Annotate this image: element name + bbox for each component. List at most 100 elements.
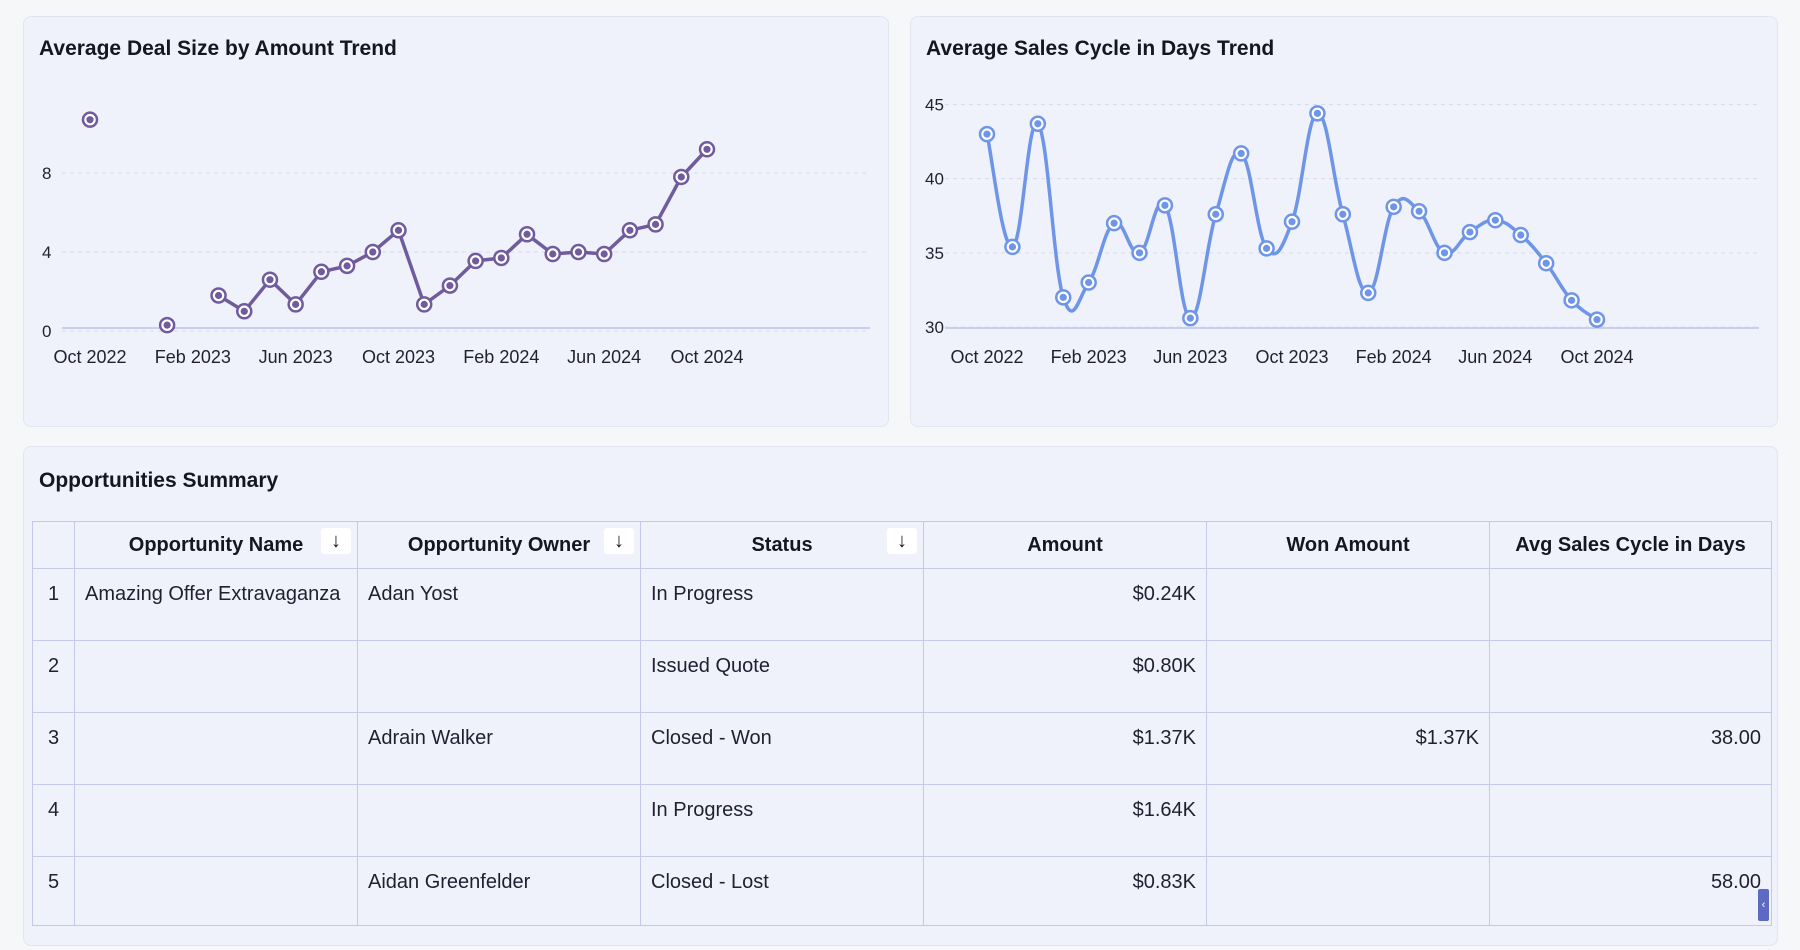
cell-status: In Progress xyxy=(640,784,924,857)
table-row: 1 Amazing Offer Extravaganza Adan Yost I… xyxy=(32,568,1772,641)
cell-opportunity-name xyxy=(74,784,358,857)
data-point-center xyxy=(240,307,248,315)
x-tick-label: Feb 2023 xyxy=(1051,347,1127,367)
header-avg-sales-cycle[interactable]: Avg Sales Cycle in Days xyxy=(1489,521,1772,569)
row-number-header xyxy=(32,521,75,569)
cell-owner xyxy=(357,640,641,713)
table-row: 3 Adrain Walker Closed - Won $1.37K $1.3… xyxy=(32,712,1772,785)
row-number: 5 xyxy=(32,856,75,926)
data-point-center xyxy=(317,268,325,276)
data-point-center xyxy=(1390,203,1398,211)
x-tick-label: Oct 2023 xyxy=(362,347,435,367)
data-point-center xyxy=(1085,278,1093,287)
data-point-center xyxy=(1008,243,1017,251)
data-point-center xyxy=(677,173,685,181)
data-point-center xyxy=(86,116,94,124)
cell-status: In Progress xyxy=(640,568,924,641)
data-point-center xyxy=(163,321,171,329)
y-tick-label: 30 xyxy=(925,318,944,337)
data-point-center xyxy=(1135,249,1144,257)
data-point-center xyxy=(343,262,351,270)
data-point-center xyxy=(1440,249,1449,257)
data-point-center xyxy=(446,282,454,290)
header-label: Opportunity Name xyxy=(128,533,304,556)
cell-opportunity-name xyxy=(74,856,358,926)
data-point-center xyxy=(1364,289,1372,297)
sales-cycle-chart-title: Average Sales Cycle in Days Trend xyxy=(926,37,1275,60)
x-tick-label: Oct 2023 xyxy=(1255,347,1328,367)
data-point-center xyxy=(983,130,991,138)
data-point-center xyxy=(1059,293,1067,301)
opportunities-summary-panel: Opportunities Summary Opportunity Name ↓… xyxy=(23,446,1778,946)
data-point-center xyxy=(626,226,634,234)
x-tick-label: Oct 2022 xyxy=(950,347,1023,367)
data-point-center xyxy=(1034,120,1042,128)
data-point-center xyxy=(600,250,608,258)
data-point-center xyxy=(1517,231,1525,239)
data-point-center xyxy=(420,300,428,308)
data-point-center xyxy=(292,300,300,308)
data-point-center xyxy=(1161,201,1169,209)
row-number: 3 xyxy=(32,712,75,785)
x-tick-label: Feb 2024 xyxy=(463,347,539,367)
sales-cycle-chart-panel: Average Sales Cycle in Days Trend 30 35 40… xyxy=(910,16,1778,427)
header-opportunity-owner[interactable]: Opportunity Owner ↓ xyxy=(357,521,641,569)
x-tick-label: Feb 2024 xyxy=(1356,347,1432,367)
data-point-center xyxy=(369,248,377,256)
cell-avg-cycle: 58.00 xyxy=(1489,856,1772,926)
cell-owner: Adrain Walker xyxy=(357,712,641,785)
data-point-center xyxy=(1313,109,1322,117)
data-point-center xyxy=(497,254,505,262)
cell-won-amount xyxy=(1206,640,1490,713)
cell-owner: Aidan Greenfelder xyxy=(357,856,641,926)
data-point-center xyxy=(1567,296,1576,304)
cell-owner xyxy=(357,784,641,857)
data-point-center xyxy=(1186,314,1194,322)
summary-title: Opportunities Summary xyxy=(39,469,279,492)
cell-opportunity-name xyxy=(74,712,358,785)
y-tick-label: 4 xyxy=(42,243,51,262)
header-won-amount[interactable]: Won Amount xyxy=(1206,521,1490,569)
row-number: 2 xyxy=(32,640,75,713)
x-tick-label: Jun 2023 xyxy=(1153,347,1227,367)
data-point-center xyxy=(1593,316,1601,324)
cell-won-amount xyxy=(1206,856,1490,926)
data-point-center xyxy=(703,145,711,153)
opportunities-table: Opportunity Name ↓ Opportunity Owner ↓ S… xyxy=(32,521,1772,926)
header-label: Opportunity Owner xyxy=(407,533,591,556)
sales-cycle-chart: 30 35 40 45 Oct 2022 Feb 2023 Jun 2023 Oct 2023… xyxy=(925,95,1759,367)
cell-avg-cycle xyxy=(1489,784,1772,857)
y-tick-label: 40 xyxy=(925,170,944,189)
deal-size-chart-title: Average Deal Size by Amount Trend xyxy=(39,37,397,60)
cell-opportunity-name xyxy=(74,640,358,713)
cell-opportunity-name: Amazing Offer Extravaganza xyxy=(74,568,358,641)
sort-down-icon[interactable]: ↓ xyxy=(321,528,351,554)
cell-amount: $0.83K xyxy=(923,856,1207,926)
data-point-center xyxy=(1491,216,1499,224)
cell-won-amount xyxy=(1206,784,1490,857)
scroll-left-icon[interactable]: ‹ xyxy=(1758,889,1769,921)
x-tick-label: Oct 2022 xyxy=(53,347,126,367)
data-point-center xyxy=(1339,210,1347,218)
y-tick-label: 8 xyxy=(42,164,51,183)
y-tick-label: 35 xyxy=(925,244,944,263)
x-tick-label: Oct 2024 xyxy=(670,347,743,367)
cell-status: Issued Quote xyxy=(640,640,924,713)
sort-down-icon[interactable]: ↓ xyxy=(604,528,634,554)
cell-won-amount xyxy=(1206,568,1490,641)
sort-down-icon[interactable]: ↓ xyxy=(887,528,917,554)
x-tick-label: Feb 2023 xyxy=(155,347,231,367)
data-point-center xyxy=(574,248,583,256)
cell-won-amount: $1.37K xyxy=(1206,712,1490,785)
header-amount[interactable]: Amount xyxy=(923,521,1207,569)
header-label: Status xyxy=(751,533,813,556)
header-opportunity-name[interactable]: Opportunity Name ↓ xyxy=(74,521,358,569)
table-row: 5 Aidan Greenfelder Closed - Lost $0.83K… xyxy=(32,856,1772,926)
data-point-center xyxy=(651,220,660,228)
header-status[interactable]: Status ↓ xyxy=(640,521,924,569)
data-point-center xyxy=(1212,210,1220,218)
cell-status: Closed - Won xyxy=(640,712,924,785)
x-tick-label: Jun 2023 xyxy=(259,347,333,367)
y-tick-label: 45 xyxy=(925,95,944,114)
data-point-center xyxy=(1415,207,1423,215)
